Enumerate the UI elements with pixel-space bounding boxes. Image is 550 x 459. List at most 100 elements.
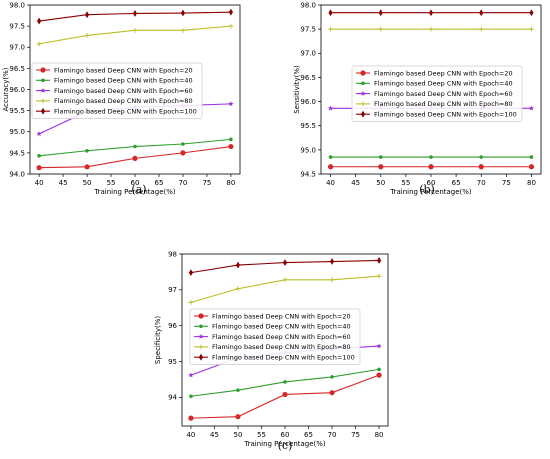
y-axis-label: Sensitivity(%) [293, 65, 301, 114]
legend-swatch-marker [360, 101, 366, 107]
data-point [328, 155, 333, 159]
legend-swatch-marker [40, 67, 46, 73]
data-point [181, 142, 185, 146]
data-point [188, 415, 194, 421]
y-tick-label: 96.0 [9, 86, 25, 94]
x-tick-label: 60 [281, 431, 290, 439]
data-point [378, 155, 383, 159]
data-point [84, 164, 90, 170]
y-tick-label: 96.5 [300, 74, 316, 82]
x-tick-label: 75 [351, 431, 360, 439]
y-tick-label: 95.0 [300, 146, 316, 154]
x-axis-label: Training Percentage(%) [389, 188, 472, 196]
series-4 [328, 26, 534, 32]
y-tick-label: 98 [168, 250, 177, 258]
x-axis-label: Training Percentage(%) [93, 188, 176, 196]
legend-entry-label: Flamingo based Deep CNN with Epoch=100 [212, 354, 355, 362]
legend-entry-label: Flamingo based Deep CNN with Epoch=40 [374, 80, 513, 88]
y-tick-label: 97 [168, 286, 177, 294]
x-tick-label: 60 [427, 179, 436, 187]
data-point [228, 8, 233, 16]
data-point [329, 390, 335, 396]
y-tick-label: 94.0 [9, 170, 25, 178]
legend-swatch-marker [198, 353, 204, 361]
data-point [528, 164, 535, 170]
legend-swatch-marker [198, 313, 204, 319]
legend-swatch-marker [198, 333, 204, 339]
y-tick-label: 94.5 [9, 149, 25, 157]
data-point [328, 9, 333, 17]
legend: Flamingo based Deep CNN with Epoch=20 Fla… [351, 65, 523, 122]
data-point [132, 10, 138, 17]
data-point [36, 41, 42, 47]
series-2 [189, 367, 381, 399]
data-point [429, 155, 433, 159]
chart-sensitivity: 40 45 50 55 60 65 70 75 80 94.5 95.0 95.5 96.0 96.5 97… [293, 1, 542, 196]
x-tick-label: 60 [131, 179, 140, 187]
y-tick-label: 95.5 [9, 107, 25, 115]
legend-box [189, 308, 361, 365]
data-point [478, 26, 484, 32]
legend-swatch-marker [40, 107, 46, 115]
data-point [478, 164, 484, 170]
data-point [189, 394, 193, 399]
legend-entry-label: Flamingo based Deep CNN with Epoch=100 [54, 108, 197, 116]
data-point [282, 277, 288, 283]
x-tick-label: 45 [351, 179, 360, 187]
data-point [528, 105, 535, 111]
legend-swatch-marker [360, 90, 366, 96]
y-tick-label: 96 [168, 322, 177, 330]
legend-entry-label: Flamingo based Deep CNN with Epoch=60 [212, 333, 351, 341]
legend-entry-label: Flamingo based Deep CNN with Epoch=80 [54, 97, 193, 105]
series-1 [327, 164, 535, 170]
data-point [84, 33, 90, 38]
x-tick-label: 75 [502, 179, 511, 187]
data-point [228, 143, 234, 150]
legend-entry-label: Flamingo based Deep CNN with Epoch=40 [212, 323, 351, 331]
data-point [378, 164, 384, 170]
data-point [376, 257, 382, 264]
data-point [180, 27, 186, 33]
data-point [235, 286, 241, 292]
x-tick-label: 80 [226, 179, 235, 187]
legend-box [351, 65, 523, 122]
data-point [228, 101, 234, 107]
legend: Flamingo based Deep CNN with Epoch=20 Fla… [189, 308, 361, 365]
data-point [329, 277, 335, 283]
series-5 [37, 8, 233, 25]
x-tick-label: 50 [234, 431, 243, 439]
x-tick-label: 70 [328, 431, 337, 439]
data-point [327, 105, 334, 111]
legend-entry-label: Flamingo based Deep CNN with Epoch=80 [374, 100, 513, 108]
x-tick-label: 80 [375, 431, 384, 439]
data-point [479, 9, 484, 17]
legend-box [31, 62, 203, 119]
data-point [37, 154, 41, 158]
x-tick-label: 40 [35, 179, 44, 187]
data-point [377, 367, 381, 372]
y-tick-label: 97.5 [9, 23, 25, 31]
data-point [235, 261, 241, 269]
x-tick-label: 55 [401, 179, 410, 187]
series-5 [328, 9, 534, 17]
data-point [132, 27, 138, 33]
y-tick-label: 95.0 [9, 128, 25, 136]
series-1 [36, 143, 234, 171]
legend-swatch-marker [41, 78, 45, 83]
data-point [376, 372, 382, 378]
data-point [37, 17, 42, 25]
data-point [36, 131, 42, 137]
data-point [529, 9, 534, 17]
data-point [36, 165, 42, 171]
x-tick-label: 40 [186, 431, 195, 439]
x-axis-label: Training Percentage(%) [243, 440, 326, 448]
legend: Flamingo based Deep CNN with Epoch=20 Fla… [31, 62, 203, 119]
y-tick-label: 96.5 [9, 65, 25, 73]
legend-entry-label: Flamingo based Deep CNN with Epoch=80 [212, 343, 351, 351]
y-tick-label: 95.5 [300, 122, 316, 130]
legend-entry-label: Flamingo based Deep CNN with Epoch=100 [374, 111, 517, 119]
y-tick-label: 97.0 [9, 44, 25, 52]
y-axis-label: Specificity(%) [154, 316, 162, 364]
data-point [428, 9, 434, 17]
